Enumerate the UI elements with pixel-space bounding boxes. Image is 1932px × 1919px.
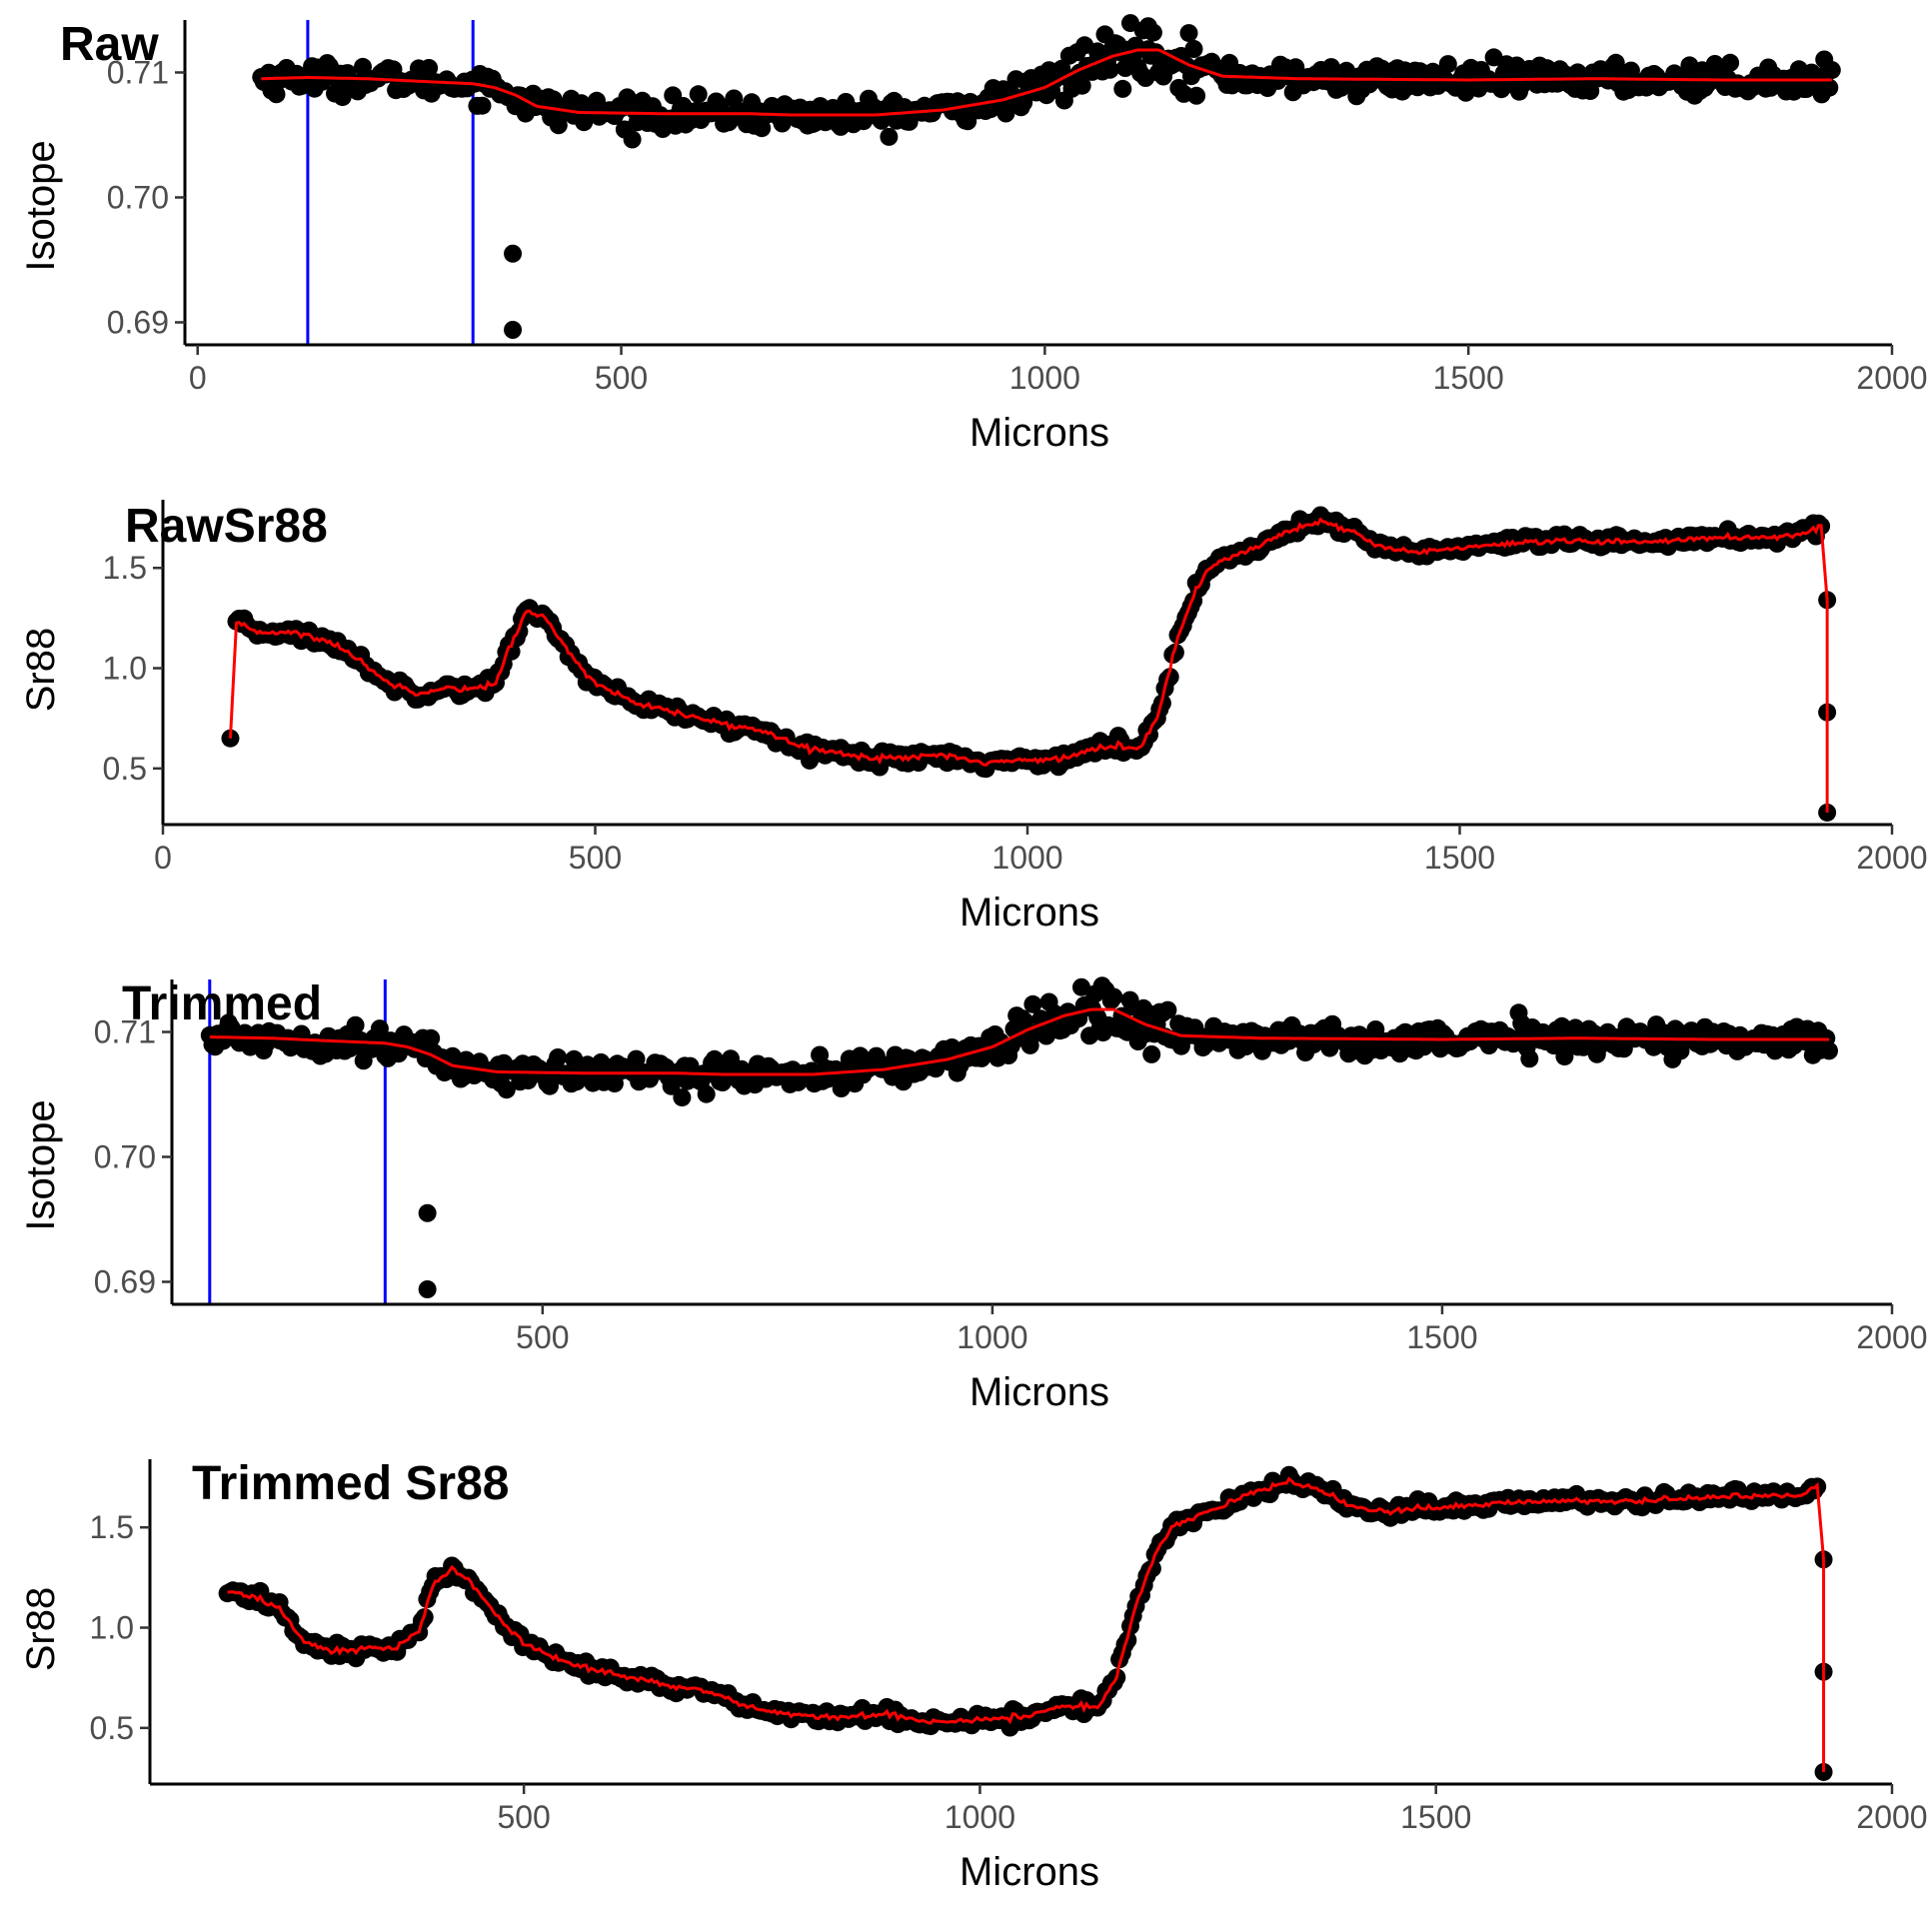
y-tick-label: 1.5 [90,1509,134,1545]
data-point [1179,24,1198,43]
data-point [1072,76,1091,95]
y-axis-label-trimmed: Isotope [19,1099,63,1230]
outlier-point [418,1203,437,1222]
data-point [1184,40,1203,58]
panel-trimmed-isotope: 500 1000 1500 2000 0.69 0.70 0.71 Trimmed Micr… [19,976,1928,1414]
smoothed-line [261,48,1832,117]
data-point [1014,93,1033,112]
data-point [422,1028,441,1047]
data-point [549,1048,568,1066]
y-axis-label-raw: Isotope [19,140,63,271]
data-point [1104,987,1123,1006]
x-tick-label: 2000 [1856,360,1927,396]
smoothed-line [227,1476,1826,1772]
outlier-point [504,321,523,339]
y-tick-label: 0.70 [107,180,169,216]
x-tick-label: 1000 [1009,360,1080,396]
y-tick-label: 1.0 [103,651,147,687]
data-point [1023,994,1042,1013]
data-point [473,96,492,115]
y-tick-label: 0.5 [103,751,147,787]
data-point [1015,1011,1034,1030]
data-point [420,59,439,77]
y-tick-label: 0.69 [107,305,169,341]
data-point [497,1080,516,1099]
data-point [1072,977,1090,996]
data-point [1822,61,1841,80]
y-axis-label-raw-sr88: Sr88 [19,628,63,713]
y-tick-label: 1.0 [90,1610,134,1646]
x-tick-label: 2000 [1856,1319,1927,1355]
x-axis-label-raw: Microns [969,411,1109,455]
y-tick-label: 0.5 [90,1710,134,1746]
x-tick-label: 1500 [1406,1319,1477,1355]
panel-raw-sr88: 0 500 1000 1500 2000 0.5 1.0 1.5 RawSr88 Micron… [19,500,1928,935]
y-tick-label: 0.70 [94,1139,156,1175]
x-axis-label-raw-sr88: Microns [960,891,1099,935]
data-point [1165,643,1184,662]
data-point [1438,55,1457,74]
x-tick-label: 1000 [991,840,1062,876]
x-tick-label: 2000 [1856,1799,1927,1835]
outlier-point [418,1280,437,1298]
data-point [697,1084,716,1103]
x-tick-label: 0 [189,360,207,396]
data-point [1820,1041,1838,1060]
data-point [1158,1000,1177,1019]
x-tick-label: 500 [569,840,622,876]
panel-trimmed-sr88: 500 1000 1500 2000 0.5 1.0 1.5 Trimmed Sr88 Mi… [19,1457,1928,1894]
x-tick-label: 1000 [957,1319,1027,1355]
data-point [689,85,708,104]
data-point [1142,1044,1161,1063]
panel-title-trimmed: Trimmed [122,977,322,1030]
x-tick-label: 0 [154,840,172,876]
data-point [880,127,899,146]
panel-raw-isotope: 0 500 1000 1500 2000 0.69 0.70 0.71 Raw Microns… [19,14,1928,455]
x-tick-label: 1000 [945,1799,1015,1835]
data-point [1820,78,1839,97]
data-point [1100,60,1119,79]
x-axis-label-trimmed: Microns [969,1370,1109,1414]
y-tick-label: 0.71 [94,1014,156,1050]
x-tick-label: 500 [516,1319,569,1355]
data-point [346,1015,365,1034]
outlier-point [504,244,523,263]
outlier-point [1138,17,1157,36]
data-point [541,1076,559,1095]
x-tick-label: 1500 [1424,840,1495,876]
x-tick-label: 1500 [1400,1799,1471,1835]
x-tick-label: 500 [497,1799,550,1835]
data-point [627,1049,646,1068]
data-point [673,1088,692,1107]
x-tick-label: 2000 [1856,840,1927,876]
x-tick-label: 1500 [1433,360,1504,396]
y-axis-label-trimmed-sr88: Sr88 [19,1587,63,1672]
x-axis-label-trimmed-sr88: Microns [960,1850,1099,1894]
panel-title-raw: Raw [60,18,159,71]
data-point [549,116,568,135]
y-tick-label: 0.69 [94,1264,156,1300]
data-point [1721,53,1740,72]
data-point [1520,1049,1539,1068]
outlier-point [1092,976,1111,995]
smoothed-line [209,1007,1829,1076]
smoothed-line [228,517,1829,813]
panel-title-trimmed-sr88: Trimmed Sr88 [192,1457,509,1510]
data-point [1113,79,1132,98]
data-point [1187,86,1206,105]
data-point [623,130,642,149]
y-tick-label: 0.71 [107,55,169,91]
y-tick-label: 1.5 [103,550,147,586]
x-tick-label: 500 [595,360,648,396]
panel-title-raw-sr88: RawSr88 [125,500,328,553]
data-point [370,1019,389,1038]
data-point [267,85,286,104]
